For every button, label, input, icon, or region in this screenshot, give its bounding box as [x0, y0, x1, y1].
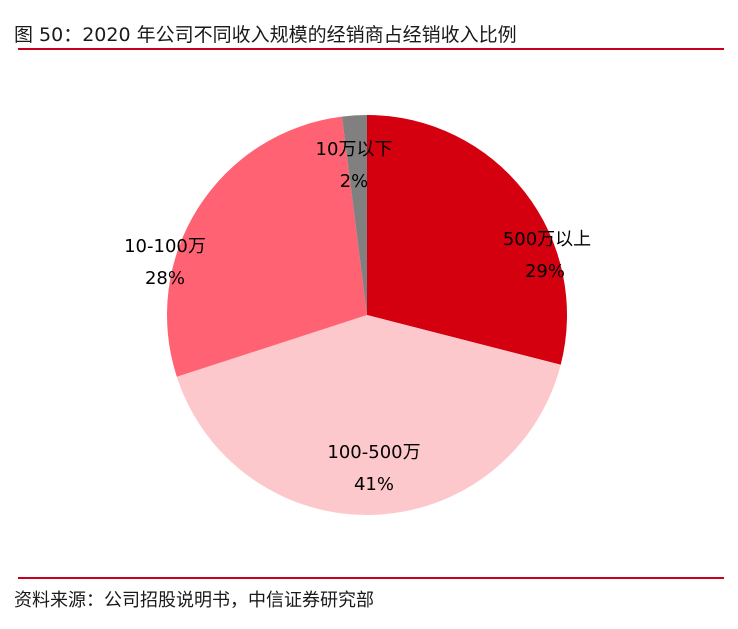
- label-percent: 2%: [340, 171, 369, 192]
- label-category: 500万以上: [503, 229, 591, 250]
- slice-label-100-500w: 100-500万 41%: [327, 442, 420, 495]
- pie-slice-10-100w: [167, 116, 367, 377]
- label-category: 10万以下: [316, 139, 393, 160]
- slice-label-500w-plus: 500万以上 29%: [503, 229, 591, 282]
- figure-title: 图 50：2020 年公司不同收入规模的经销商占经销收入比例: [14, 24, 517, 46]
- title-divider: [18, 48, 724, 50]
- source-note: 资料来源：公司招股说明书，中信证券研究部: [14, 590, 374, 611]
- label-category: 100-500万: [327, 442, 420, 463]
- label-category: 10-100万: [124, 236, 206, 257]
- pie-slice-under-10w: [341, 115, 367, 315]
- slice-label-under-10w: 10万以下 2%: [316, 139, 393, 192]
- pie-slices: [167, 115, 568, 516]
- label-percent: 29%: [525, 261, 565, 282]
- label-percent: 41%: [354, 474, 394, 495]
- pie-slice-500w-plus: [367, 115, 568, 365]
- slice-label-10-100w: 10-100万 28%: [124, 236, 206, 289]
- source-divider: [18, 577, 724, 579]
- pie-slice-100-500w: [176, 315, 561, 516]
- label-percent: 28%: [145, 268, 185, 289]
